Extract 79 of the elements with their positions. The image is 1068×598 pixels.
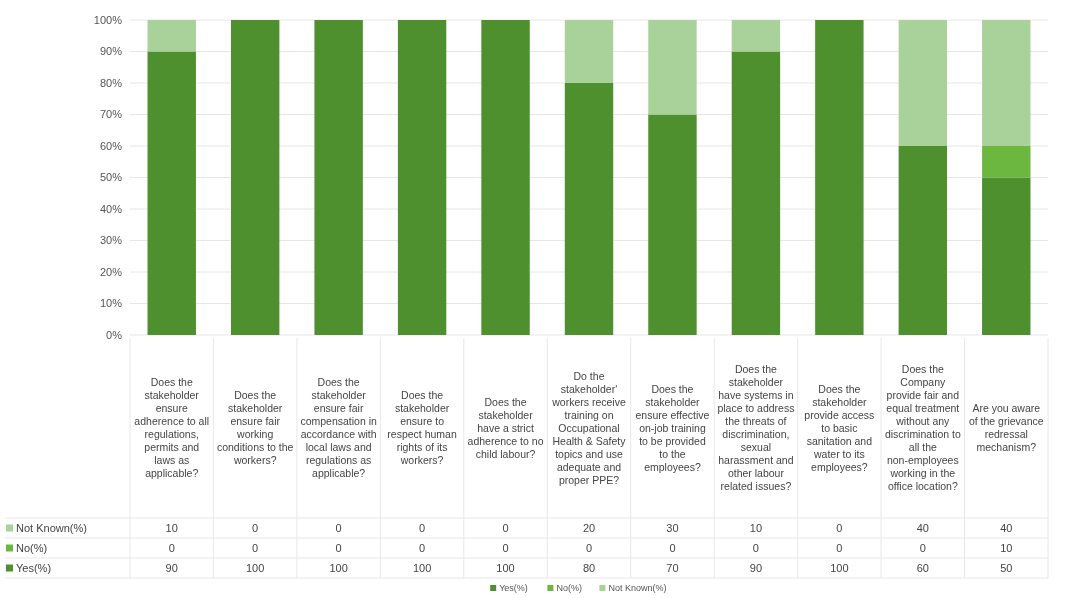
bar xyxy=(648,114,697,335)
y-tick-label: 40% xyxy=(99,202,123,215)
bar xyxy=(815,20,864,335)
bar xyxy=(230,20,280,335)
x-tick-label: Are you aware of the grievance redressal mechanism? xyxy=(968,402,1044,454)
data-label: 90 xyxy=(165,561,178,574)
data-label: 100 xyxy=(329,561,348,574)
data-label: 0 xyxy=(836,521,843,534)
bar xyxy=(898,146,948,335)
x-tick-label: Does the stakeholder ensure effective on-job training to be provided to the employees? xyxy=(635,382,710,473)
bar xyxy=(898,20,948,146)
y-tick-label: 50% xyxy=(99,171,123,184)
bar xyxy=(982,20,1031,146)
data-label: 40 xyxy=(1000,521,1013,534)
y-tick-label: 80% xyxy=(99,76,123,89)
category-label: Does the stakeholder have systems in place to address the threats of discrimination, sexual harassment and other labour related issues? xyxy=(717,363,795,493)
data-label: 60 xyxy=(916,561,929,574)
data-label: 30 xyxy=(666,521,679,534)
data-label: 10 xyxy=(1000,541,1013,554)
data-label: 0 xyxy=(919,541,926,554)
data-label: 0 xyxy=(252,541,259,554)
text: Yes(%) xyxy=(499,583,528,594)
bar xyxy=(397,20,447,335)
data-label: 0 xyxy=(335,521,342,534)
bar xyxy=(564,20,614,83)
legend-label: No(%) xyxy=(556,583,582,594)
x-tick-label: Does the stakeholder provide access to basic sanitation and water to its employees? xyxy=(804,382,875,473)
data-label: 0 xyxy=(502,541,509,554)
data-label: 0 xyxy=(252,521,259,534)
category-label: Do the stakeholder' workers receive training on Occupational Health & Safety topics and use adequate and proper PPE? xyxy=(552,369,626,486)
y-tick-label: 20% xyxy=(99,265,123,278)
x-tick-label: Does the stakeholder have a strict adherence to no child labour? xyxy=(467,395,544,460)
data-label: 0 xyxy=(669,541,676,554)
bar xyxy=(564,83,614,335)
text: Not Known(%) xyxy=(608,583,667,594)
bar xyxy=(731,51,781,335)
bar xyxy=(982,146,1031,178)
data-label: 0 xyxy=(168,541,175,554)
data-label: 0 xyxy=(335,541,342,554)
data-label: 100 xyxy=(830,561,849,574)
data-label: 100 xyxy=(412,561,432,574)
data-label: 80 xyxy=(582,561,596,574)
y-tick-label: 10% xyxy=(99,297,123,310)
data-label: 0 xyxy=(752,541,759,554)
data-label: 10 xyxy=(749,521,763,534)
data-label: 100 xyxy=(246,561,265,574)
x-tick-label: Does the stakeholder ensure to respect human rights of its workers? xyxy=(387,389,457,467)
data-label: 0 xyxy=(502,521,509,534)
data-label: 40 xyxy=(916,521,929,534)
y-tick-label: 60% xyxy=(99,139,123,152)
data-label: 20 xyxy=(582,521,596,534)
y-tick-label: 30% xyxy=(99,234,123,247)
data-label: 0 xyxy=(419,521,426,534)
bar xyxy=(314,20,363,335)
y-tick-label: 90% xyxy=(99,45,123,58)
bar xyxy=(731,20,781,52)
data-label: 50 xyxy=(1000,561,1013,574)
data-label: 70 xyxy=(666,561,679,574)
x-tick-label: Does the stakeholder ensure fair working conditions to the workers? xyxy=(216,389,294,467)
bar xyxy=(982,177,1031,335)
x-tick-label: Does the stakeholder ensure adherence to all regulations, permits and laws as applicable? xyxy=(134,376,210,480)
text: No(%) xyxy=(16,541,48,554)
legend-label: Yes(%) xyxy=(16,561,52,574)
bar xyxy=(147,51,196,335)
data-label: 0 xyxy=(836,541,843,554)
data-label: 0 xyxy=(585,541,593,554)
data-label: 90 xyxy=(749,561,763,574)
category-label: Does the Company provide fair and equal treatment without any discrimination to all the non-employees working in the office location? xyxy=(884,363,961,493)
y-tick-label: 100% xyxy=(93,13,123,26)
bar xyxy=(481,20,530,335)
y-tick-label: 70% xyxy=(99,108,123,121)
y-tick-label: 0% xyxy=(106,328,123,341)
bar xyxy=(147,20,196,52)
legend-label: Not Known(%) xyxy=(16,521,87,534)
data-label: 100 xyxy=(496,561,515,574)
data-label: 10 xyxy=(165,521,178,534)
x-tick-label: Does the stakeholder ensure fair compensation in accordance with local laws and regulations as applicable? xyxy=(300,376,378,480)
bar xyxy=(648,20,697,115)
data-label: 0 xyxy=(419,541,426,554)
